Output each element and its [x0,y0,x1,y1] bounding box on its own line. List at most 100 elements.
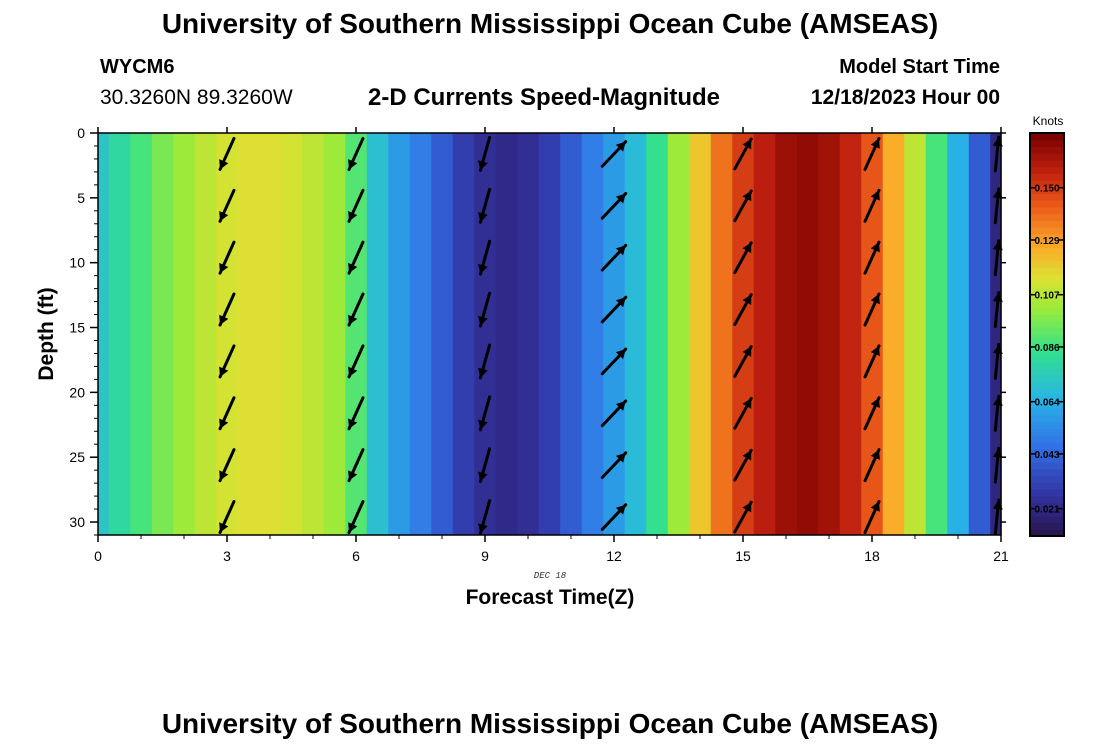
colorbar-tick-label: 0.021 [1034,505,1059,516]
heatmap-cell [302,133,325,535]
current-vector [347,240,365,275]
heatmap-cell [517,133,540,535]
heatmap-cell [431,133,454,535]
y-axis-label: Depth (ft) [35,287,58,380]
current-vector [863,136,881,171]
colorbar-segment [1030,206,1064,215]
colorbar-segment [1030,495,1064,504]
colorbar-segment [1030,173,1064,181]
current-vector [600,451,628,479]
current-vector [478,343,492,380]
current-vector [347,292,365,327]
chart-canvas: 0 3 6 9 12 15 18 21 0 5 10 15 20 25 30 Forecast Time(Z… [35,114,1065,609]
colorbar-segment [1030,213,1064,221]
colorbar-segment [1030,334,1064,342]
colorbar-tick-label: 0.064 [1034,398,1059,409]
current-vectors [218,135,1003,536]
heatmap [98,133,1002,535]
colorbar-segment [1030,260,1064,268]
current-vector [600,295,628,324]
current-vector [478,187,492,224]
heatmap-cell [366,133,389,535]
heatmap-cell [732,133,755,535]
x-tick-label: 3 [223,548,231,564]
colorbar-segment [1030,341,1064,349]
heatmap-cell [990,133,1002,535]
colorbar-segment [1030,488,1064,497]
colorbar-segment [1030,421,1064,430]
heatmap-cell [98,133,110,535]
heatmap-cell [904,133,927,535]
y-tick-label: 10 [69,255,85,271]
x-axis-label: Forecast Time(Z) [466,586,635,609]
current-vector [478,499,492,535]
colorbar-segment [1030,428,1064,436]
colorbar-segment [1030,166,1064,174]
footer-title: University of Southern Mississippi Ocean… [161,708,939,739]
current-vector [600,347,628,376]
current-vector [600,191,628,220]
heatmap-cell [624,133,647,535]
heatmap-cell [280,133,303,535]
colorbar-segment [1030,227,1064,235]
heatmap-cell [345,133,368,535]
colorbar-segment [1030,368,1064,376]
y-tick-label: 0 [77,125,85,141]
colorbar-segment [1030,133,1064,141]
heatmap-cell [323,133,346,535]
heatmap-cell [409,133,432,535]
colorbar-segment [1030,347,1064,356]
colorbar-segment [1030,327,1064,336]
colorbar-tick-label: 0.150 [1034,184,1059,195]
colorbar-segment [1030,435,1064,443]
colorbar-segment [1030,529,1064,537]
colorbar-segment [1030,354,1064,362]
current-vector [600,503,628,531]
colorbar-segment [1030,361,1064,369]
current-vector [218,344,236,379]
colorbar-label: Knots [1033,114,1064,128]
current-vector [863,240,881,275]
current-vector [218,188,236,223]
colorbar-tick-label: 0.043 [1034,450,1059,461]
current-vector [218,240,236,275]
heatmap-cell [538,133,561,535]
current-vector [733,189,753,223]
colorbar-segment [1030,253,1064,262]
colorbar-segment [1030,462,1064,470]
heatmap-cell [388,133,411,535]
colorbar-segment [1030,233,1064,242]
heatmap-cell [237,133,260,535]
colorbar-segment [1030,274,1064,282]
current-vector [218,396,236,431]
current-vector [863,188,881,223]
colorbar-segment [1030,153,1064,161]
colorbar-segment [1030,522,1064,530]
colorbar-segment [1030,401,1064,409]
heatmap-cell [689,133,712,535]
current-vector [733,396,753,430]
current-vector [347,344,365,379]
current-vector [218,500,236,535]
heatmap-cell [173,133,196,535]
current-vector [600,140,628,168]
heatmap-cell [839,133,862,535]
current-vector [863,292,881,327]
colorbar-segment [1030,294,1064,302]
heatmap-cell [194,133,217,535]
current-vector [478,291,492,328]
x-tick-label: 18 [864,548,880,564]
heatmap-cell [474,133,497,535]
heatmap-cell [667,133,690,535]
colorbar-segment [1030,193,1064,201]
current-vector [600,399,628,428]
heatmap-cell [259,133,282,535]
current-vector [863,396,881,431]
current-vector [863,500,881,535]
colorbar-segment [1030,159,1064,168]
chart-subtitle: 2-D Currents Speed-Magnitude [368,84,721,111]
heatmap-cell [560,133,583,535]
colorbar-segment [1030,482,1064,490]
colorbar-segment [1030,186,1064,195]
colorbar-tick-label: 0.086 [1034,343,1059,354]
